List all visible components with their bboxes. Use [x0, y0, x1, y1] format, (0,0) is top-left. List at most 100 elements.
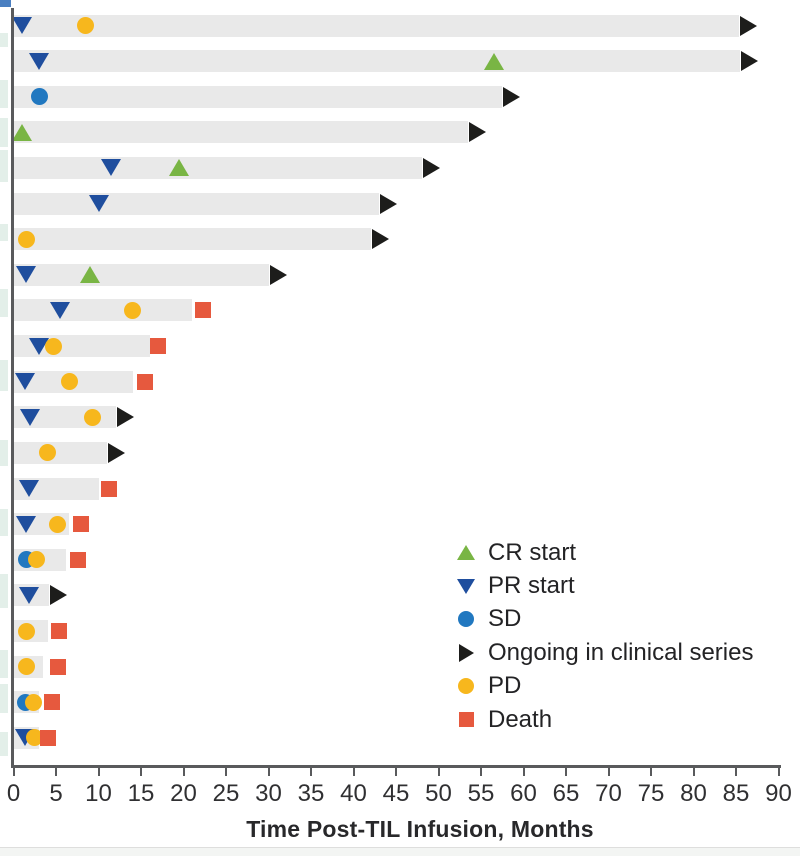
- x-tick: [437, 768, 440, 776]
- patient-bar: [13, 228, 371, 251]
- circle-icon: [458, 611, 474, 628]
- legend-item-death: Death: [453, 703, 753, 736]
- pd-marker: [84, 408, 102, 426]
- cr-start-marker: [169, 159, 190, 177]
- x-tick: [267, 768, 270, 776]
- ongoing-arrow-icon: [469, 122, 487, 143]
- crop-artifact: [0, 118, 8, 147]
- x-tick-label: 5: [49, 780, 63, 807]
- crop-artifact: [0, 650, 8, 678]
- death-marker: [195, 302, 212, 319]
- patient-bar: [13, 121, 469, 144]
- legend: CR start PR start SD Ongoing in clinical se…: [453, 536, 753, 736]
- legend-item-cr: CR start: [453, 536, 753, 569]
- death-marker: [72, 516, 89, 533]
- pr-start-marker: [29, 52, 49, 70]
- x-tick-label: 10: [85, 780, 112, 807]
- pd-marker: [25, 693, 43, 711]
- x-tick-label: 50: [425, 780, 452, 807]
- x-tick: [565, 768, 567, 776]
- death-marker: [50, 623, 67, 640]
- ongoing-arrow-icon: [380, 193, 397, 214]
- crop-artifact: [0, 509, 8, 536]
- legend-item-ongoing: Ongoing in clinical series: [453, 636, 753, 669]
- pd-marker: [77, 17, 95, 34]
- pr-start-marker: [15, 373, 36, 391]
- death-marker: [137, 373, 154, 390]
- patient-bar: [13, 50, 741, 73]
- pd-marker: [124, 301, 141, 319]
- x-tick: [607, 768, 610, 776]
- crop-artifact: [0, 289, 8, 317]
- pr-start-marker: [12, 17, 32, 34]
- y-axis-line: [11, 8, 14, 767]
- legend-sd-marker-icon: [453, 611, 479, 628]
- death-marker: [40, 729, 57, 746]
- square-icon: [458, 712, 474, 728]
- pr-start-marker: [19, 408, 40, 426]
- crop-artifact: [0, 574, 8, 608]
- x-tick: [140, 768, 142, 776]
- patient-bar: [13, 299, 192, 322]
- x-tick: [352, 768, 355, 776]
- x-tick-label: 25: [212, 780, 240, 807]
- ongoing-arrow-icon: [50, 585, 68, 606]
- pr-start-marker: [16, 515, 37, 533]
- crop-artifact: [0, 360, 8, 391]
- x-tick: [777, 768, 780, 776]
- triangle-right-icon: [458, 643, 474, 662]
- x-tick-label: 20: [170, 780, 197, 807]
- crop-artifact: [0, 732, 8, 756]
- x-tick-label: 0: [6, 780, 21, 807]
- legend-death-marker-icon: [453, 712, 479, 728]
- x-tick: [97, 768, 100, 776]
- patient-bar: [13, 441, 107, 464]
- pr-start-marker: [18, 480, 39, 498]
- x-tick-label: 90: [765, 780, 792, 807]
- crop-artifact: [0, 0, 11, 7]
- legend-label: Ongoing in clinical series: [488, 638, 754, 666]
- legend-label: PD: [488, 672, 522, 700]
- ongoing-arrow-icon: [108, 442, 125, 463]
- patient-bar: [13, 156, 422, 179]
- x-tick-label: 40: [340, 780, 367, 807]
- sd-marker: [30, 88, 48, 106]
- ongoing-arrow-icon: [739, 15, 757, 36]
- crop-artifact: [0, 224, 8, 241]
- ongoing-arrow-icon: [269, 264, 287, 285]
- death-marker: [150, 338, 166, 355]
- ongoing-arrow-icon: [422, 157, 440, 178]
- x-tick: [522, 768, 525, 776]
- pr-start-marker: [18, 586, 39, 604]
- legend-label: PR start: [488, 572, 575, 600]
- pr-start-marker: [50, 301, 71, 319]
- death-marker: [43, 694, 60, 711]
- legend-pd-marker-icon: [453, 678, 479, 695]
- legend-ongoing-marker-icon: [453, 643, 479, 662]
- x-tick-label: 70: [595, 780, 622, 807]
- x-tick: [692, 768, 695, 776]
- death-marker: [100, 480, 117, 497]
- x-tick-label: 30: [255, 780, 282, 807]
- pr-start-marker: [88, 195, 109, 213]
- legend-item-pd: PD: [453, 670, 753, 703]
- legend-item-sd: SD: [453, 603, 753, 636]
- triangle-up-icon: [457, 545, 475, 561]
- pd-marker: [61, 373, 79, 391]
- x-tick-label: 75: [637, 780, 665, 807]
- patient-bar: [13, 14, 739, 37]
- ongoing-arrow-icon: [371, 229, 389, 250]
- legend-label: CR start: [488, 538, 577, 566]
- crop-artifact: [0, 80, 8, 108]
- triangle-down-icon: [457, 578, 475, 594]
- x-tick: [55, 768, 57, 776]
- legend-pr-marker-icon: [453, 578, 479, 594]
- pd-marker: [17, 622, 35, 640]
- x-tick-label: 85: [722, 780, 750, 807]
- ongoing-arrow-icon: [503, 86, 521, 107]
- circle-icon: [458, 678, 474, 695]
- pd-marker: [49, 515, 67, 533]
- cr-start-marker: [80, 266, 100, 284]
- x-tick: [480, 768, 482, 776]
